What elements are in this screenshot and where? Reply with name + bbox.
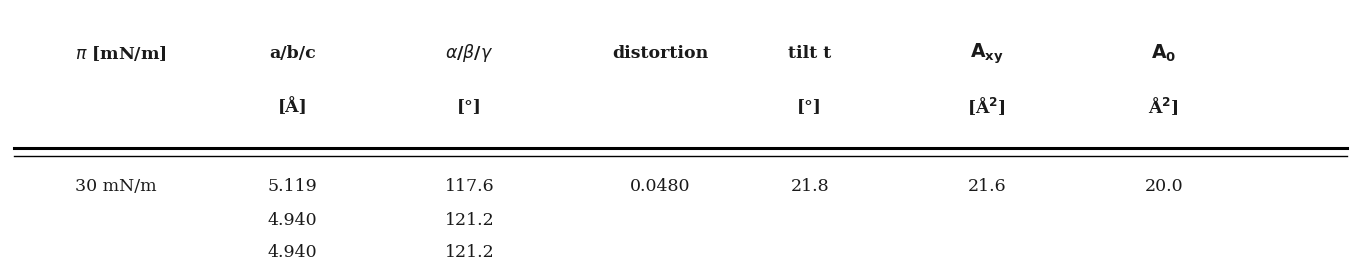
Text: $\mathbf{A_0}$: $\mathbf{A_0}$: [1151, 43, 1176, 64]
Text: 21.6: 21.6: [968, 178, 1006, 195]
Text: $\pi$ [mN/m]: $\pi$ [mN/m]: [75, 44, 166, 63]
Text: 30 mN/m: 30 mN/m: [75, 178, 157, 195]
Text: 121.2: 121.2: [445, 244, 494, 261]
Text: 117.6: 117.6: [445, 178, 494, 195]
Text: 121.2: 121.2: [445, 212, 494, 229]
Text: a/b/c: a/b/c: [269, 45, 316, 62]
Text: Å$^{\mathbf{2}}$]: Å$^{\mathbf{2}}$]: [1149, 96, 1179, 118]
Text: [°]: [°]: [798, 98, 822, 115]
Text: 4.940: 4.940: [268, 244, 317, 261]
Text: [Å]: [Å]: [278, 98, 308, 116]
Text: [°]: [°]: [457, 98, 482, 115]
Text: $\alpha$/$\beta$/$\gamma$: $\alpha$/$\beta$/$\gamma$: [445, 42, 494, 64]
Text: $\mathbf{A_{xy}}$: $\mathbf{A_{xy}}$: [970, 41, 1003, 66]
Text: tilt t: tilt t: [788, 45, 832, 62]
Text: 21.8: 21.8: [791, 178, 829, 195]
Text: distortion: distortion: [612, 45, 708, 62]
Text: 4.940: 4.940: [268, 212, 317, 229]
Text: 0.0480: 0.0480: [630, 178, 690, 195]
Text: 20.0: 20.0: [1145, 178, 1183, 195]
Text: 5.119: 5.119: [268, 178, 317, 195]
Text: [Å$^{\mathbf{2}}$]: [Å$^{\mathbf{2}}$]: [968, 96, 1006, 118]
